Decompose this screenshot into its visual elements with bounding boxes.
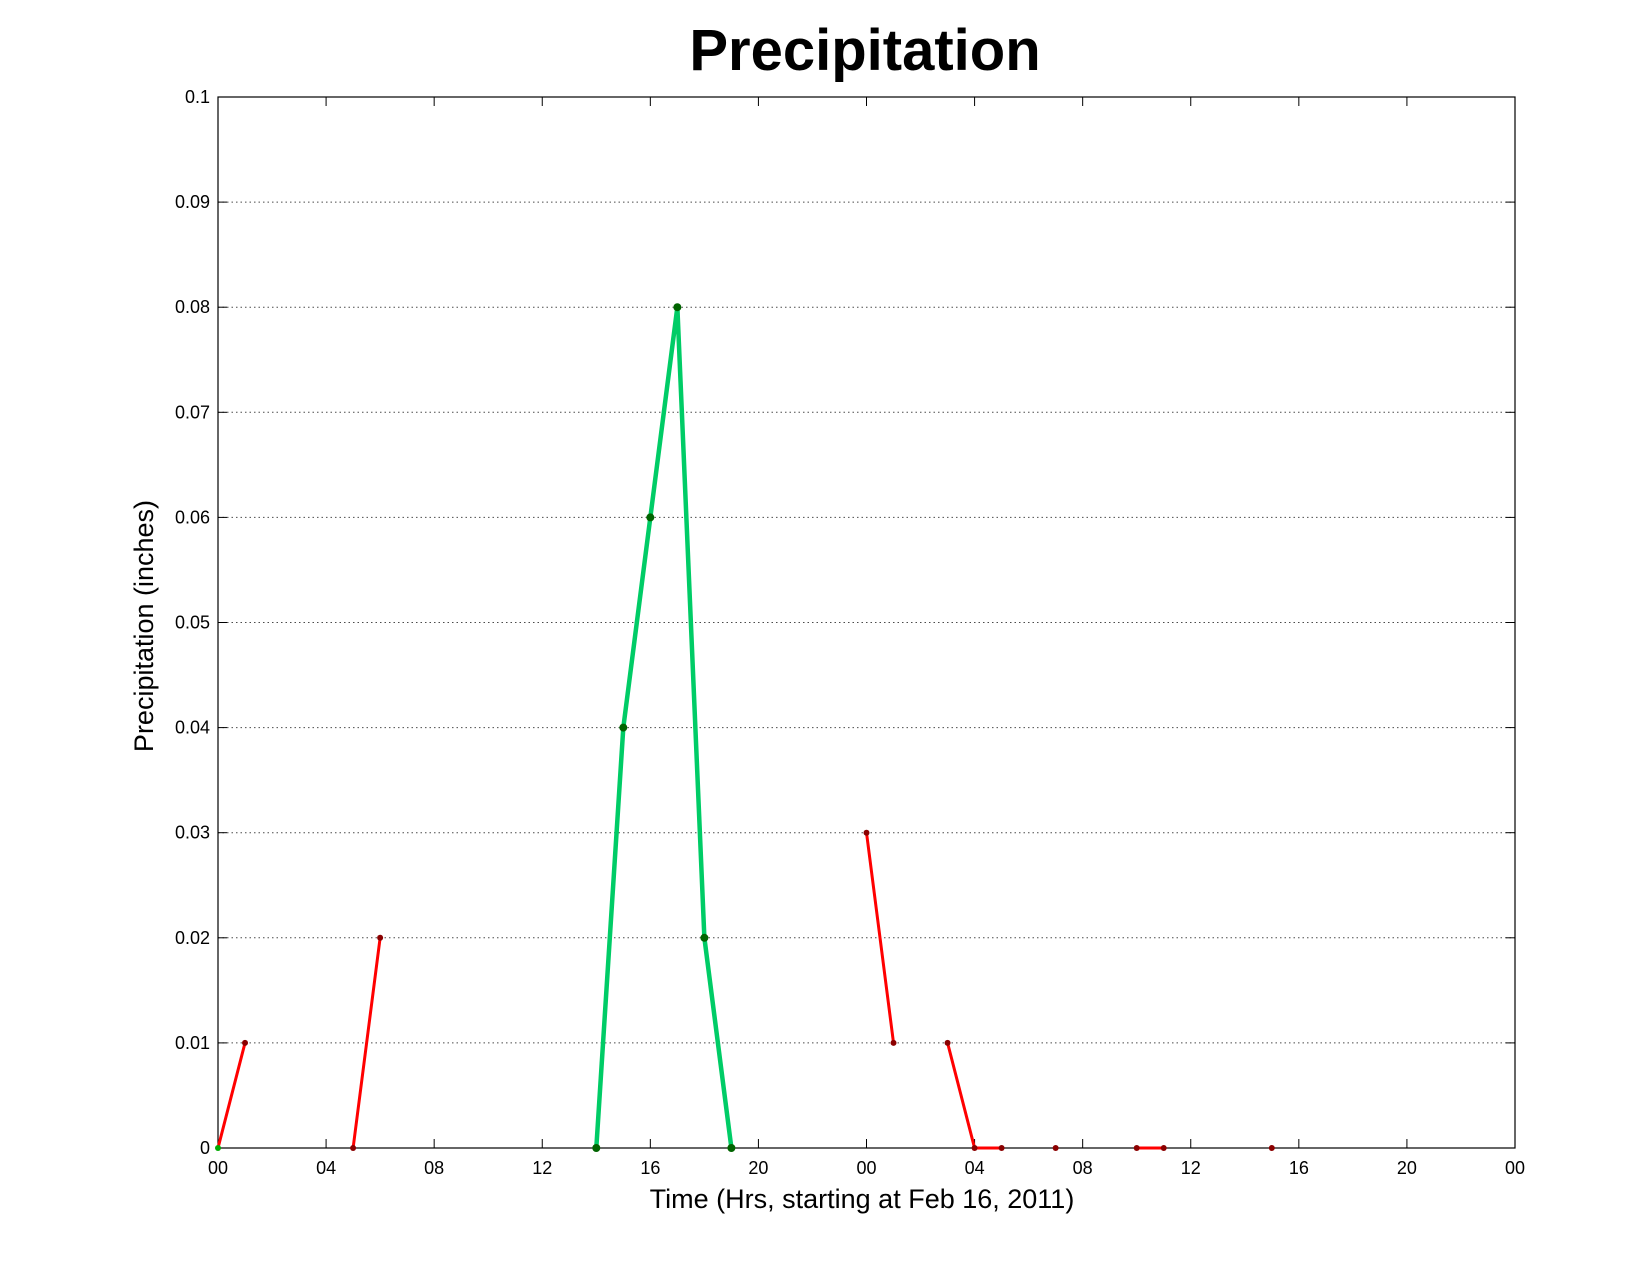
- data-point: [646, 513, 655, 522]
- plot-area-frame: [217, 96, 1516, 1149]
- x-tick-labels: 00 04 08 12 16 20 00 04 08 12 16 20 00: [208, 1158, 1525, 1178]
- data-point: [1133, 1145, 1140, 1151]
- data-point: [215, 1145, 221, 1151]
- x-tick-label: 20: [748, 1158, 768, 1178]
- data-point: [998, 1145, 1005, 1151]
- y-axis-label: Precipitation (inches): [129, 500, 159, 752]
- data-point: [944, 1039, 951, 1046]
- data-point: [971, 1145, 978, 1151]
- y-tick-label: 0.04: [175, 718, 210, 738]
- y-tick-label: 0.06: [175, 507, 210, 527]
- x-tick-label: 00: [1505, 1158, 1525, 1178]
- x-tick-label: 00: [856, 1158, 876, 1178]
- y-tick-label: 0.02: [175, 928, 210, 948]
- x-tick-label: 08: [1073, 1158, 1093, 1178]
- y-tick-label: 0.05: [175, 613, 210, 633]
- y-tick-label: 0: [200, 1138, 210, 1158]
- y-tick-label: 0.03: [175, 823, 210, 843]
- x-tick-label: 20: [1397, 1158, 1417, 1178]
- x-tick-label: 16: [640, 1158, 660, 1178]
- series-line: [351, 936, 382, 1150]
- series-line: [594, 304, 734, 1151]
- y-tick-label: 0.07: [175, 402, 210, 422]
- y-tick-label: 0.09: [175, 192, 210, 212]
- grid: [218, 201, 1515, 1044]
- data-point: [377, 934, 384, 941]
- y-tick-label: 0.01: [175, 1033, 210, 1053]
- y-tick-label: 0.1: [185, 87, 210, 107]
- x-axis-label: Time (Hrs, starting at Feb 16, 2011): [650, 1184, 1075, 1214]
- x-tick-label: 00: [208, 1158, 228, 1178]
- data-point: [863, 829, 870, 836]
- data-point: [1052, 1145, 1059, 1151]
- data-point: [673, 303, 682, 312]
- data-point: [350, 1145, 357, 1151]
- x-tick-label: 04: [316, 1158, 336, 1178]
- data-series: [215, 303, 1275, 1152]
- data-point: [592, 1144, 601, 1152]
- data-point: [619, 723, 628, 732]
- data-point: [242, 1039, 249, 1046]
- series-line: [865, 831, 896, 1045]
- y-tick-labels: 0 0.01 0.02 0.03 0.04 0.05 0.06 0.07 0.08 0.09 0.1: [175, 87, 210, 1158]
- data-point: [727, 1144, 736, 1152]
- data-point: [1268, 1145, 1275, 1151]
- x-tick-label: 12: [1181, 1158, 1201, 1178]
- data-point: [1160, 1145, 1167, 1151]
- x-tick-label: 08: [424, 1158, 444, 1178]
- axis-ticks: [217, 96, 1516, 1149]
- data-point: [890, 1039, 897, 1046]
- chart-title: Precipitation: [689, 18, 1040, 83]
- x-tick-label: 12: [532, 1158, 552, 1178]
- series-line: [216, 1041, 247, 1150]
- data-point: [700, 933, 709, 942]
- y-tick-label: 0.08: [175, 297, 210, 317]
- x-tick-label: 04: [965, 1158, 985, 1178]
- x-tick-label: 16: [1289, 1158, 1309, 1178]
